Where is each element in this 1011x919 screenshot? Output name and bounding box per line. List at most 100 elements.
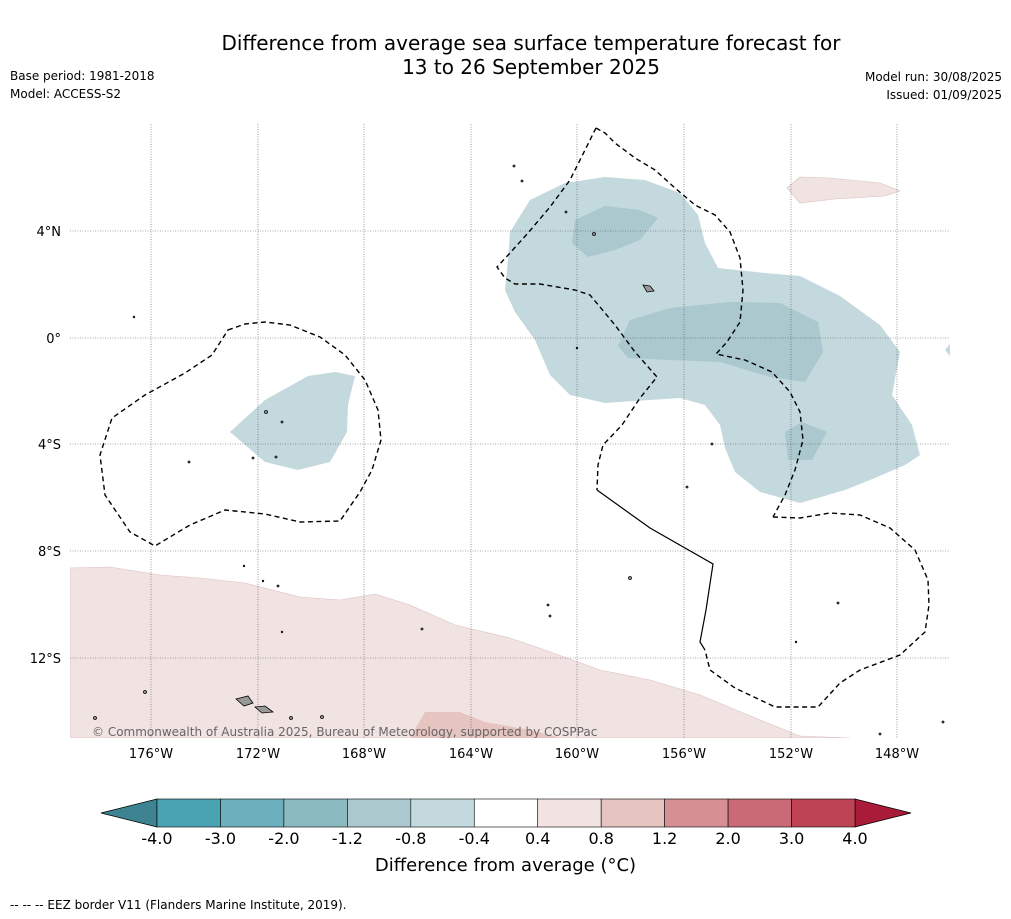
colorbar-bin [791,798,856,828]
colorbar-bin [156,798,221,828]
island-dot [878,732,882,736]
colorbar-tick-label: 3.0 [779,829,804,848]
colorbar-bin [537,798,602,828]
eez-borders [99,127,930,708]
lon-label: 172°W [236,747,280,762]
lon-label: 148°W [875,747,919,762]
island-dot [794,640,798,644]
warm-anomaly-south [70,566,851,738]
island-dot [710,442,714,446]
island-dot [836,601,840,605]
lon-label: 176°W [129,747,173,762]
chart-title: Difference from average sea surface temp… [0,31,1011,79]
colorbar-tick-label: -3.0 [205,829,236,848]
colorbar-tick-label: 2.0 [715,829,740,848]
cool-anomaly-core-east [785,422,827,460]
colorbar-bin [410,798,475,828]
colorbar-tick-label: -1.2 [332,829,363,848]
island-dot [575,346,579,350]
island-dot [280,420,284,424]
lon-labels: 176°W 172°W 168°W 164°W 160°W 156°W 152°… [129,747,919,762]
lat-label: 4°N [37,225,62,240]
eez-border-west [99,321,382,547]
lat-labels: 4°N 0° 4°S 8°S 12°S [30,225,61,667]
meta-left: Base period: 1981-2018 Model: ACCESS-S2 [10,67,155,103]
island-dot [592,232,596,236]
eez-border-solid [596,489,714,651]
island-kiritimati [642,284,655,293]
colorbar-under-arrow [100,798,158,828]
colorbar-tick-label: -0.8 [395,829,426,848]
cool-anomaly-edge-east [945,344,950,356]
island-dot [132,315,136,319]
lat-label: 4°S [38,438,61,453]
island-dot [264,410,268,414]
lon-label: 152°W [769,747,813,762]
colorbar: -4.0 -3.0 -2.0 -1.2 -0.8 -0.4 0.4 0.8 1.2 2.0 3.0 4… [100,798,912,848]
lon-label: 156°W [662,747,706,762]
island-dot [280,630,284,634]
island-dot [512,164,516,168]
warm-anomaly-northeast [786,176,901,204]
colorbar-tick-label: -0.4 [459,829,490,848]
issued-date: Issued: 01/09/2025 [886,88,1002,102]
island-dot [520,179,524,183]
island-dot [289,716,293,720]
island-dot [941,720,945,724]
island-dot [564,210,568,214]
colorbar-bin [600,798,665,828]
lon-label: 160°W [555,747,599,762]
colorbar-bin [664,798,729,828]
colorbar-tick-label: 4.0 [842,829,867,848]
island-dot [143,690,147,694]
meta-right: Model run: 30/08/2025 Issued: 01/09/2025 [865,68,1002,104]
colorbar-tick-label: 0.8 [588,829,613,848]
island-dot [685,485,689,489]
cool-anomaly-core-north [572,206,658,257]
colorbar-bin [727,798,792,828]
lat-label: 12°S [30,652,61,667]
eez-border-central [496,127,930,708]
copyright-note: © Commonwealth of Australia 2025, Bureau… [92,725,597,739]
cool-anomaly-core-equator [618,302,823,382]
island-dot [274,455,278,459]
lon-label: 164°W [449,747,493,762]
eez-legend-note: -- -- -- EEZ border V11 (Flanders Marine… [10,898,347,912]
base-period: Base period: 1981-2018 [10,69,155,83]
colorbar-tick-label: -2.0 [268,829,299,848]
island-dot [261,579,265,583]
colorbar-tick-label: 0.4 [525,829,550,848]
island-dot [320,715,324,719]
lon-label: 168°W [342,747,386,762]
title-line-1: Difference from average sea surface temp… [221,31,841,55]
warm-anomaly-south-core [410,712,560,738]
colorbar-tick-label: -4.0 [141,829,172,848]
island-dot [251,456,255,460]
island-savaii [254,705,275,714]
colorbar-bin [283,798,348,828]
islands [93,164,945,736]
cool-anomaly-west [230,372,355,470]
colorbar-bin [220,798,285,828]
island-dot [420,627,424,631]
island-dot [187,460,191,464]
colorbar-bin [347,798,412,828]
colorbar-tick-label: 1.2 [652,829,677,848]
title-line-2: 13 to 26 September 2025 [402,55,660,79]
island-dot [276,584,280,588]
lat-label: 0° [46,332,61,347]
island-dot [546,603,550,607]
island-dot [548,614,552,618]
colorbar-title: Difference from average (°C) [374,855,637,876]
model-name: Model: ACCESS-S2 [10,87,122,101]
gridlines [70,124,950,738]
island-upolu [235,695,254,707]
colorbar-bin [473,798,539,828]
model-run: Model run: 30/08/2025 [864,70,1002,84]
island-dot [628,576,632,580]
island-dot [242,564,246,568]
lat-label: 8°S [38,545,61,560]
map-area: © Commonwealth of Australia 2025, Bureau… [70,124,950,739]
colorbar-over-arrow [854,798,912,828]
